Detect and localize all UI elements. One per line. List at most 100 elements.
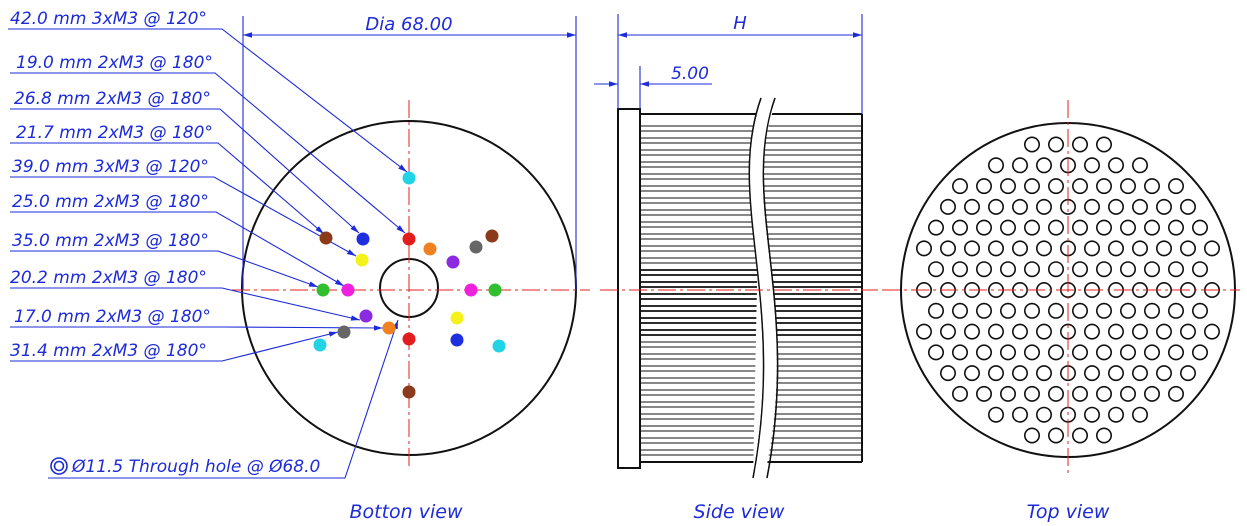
pin-hole <box>1011 365 1028 382</box>
hole-magenta <box>464 283 478 297</box>
top-view: Top view <box>882 100 1240 523</box>
pin-hole <box>975 302 992 319</box>
pin-hole <box>939 365 956 382</box>
pin-hole <box>1144 219 1161 236</box>
pin-hole <box>987 198 1004 215</box>
callout-6: 25.0 mm 2xM3 @ 180° <box>12 192 209 212</box>
concentric-symbol-icon <box>50 457 68 475</box>
pin-hole <box>987 406 1004 423</box>
pin-hole <box>1096 385 1113 402</box>
pin-hole <box>1084 365 1101 382</box>
top-view-caption: Top view <box>1027 501 1110 523</box>
pin-hole <box>1048 219 1065 236</box>
pin-hole <box>1168 302 1185 319</box>
pin-hole <box>1036 198 1053 215</box>
pin-hole <box>915 323 932 340</box>
callout-1: 42.0 mm 3xM3 @ 120° <box>10 9 207 29</box>
pin-hole <box>1036 365 1053 382</box>
hole-brown <box>319 231 333 245</box>
side-view-caption: Side view <box>694 501 785 523</box>
hole-blue <box>450 333 464 347</box>
base-label: 5.00 <box>671 64 709 84</box>
pin-hole <box>1072 385 1089 402</box>
pin-hole <box>999 302 1016 319</box>
pin-hole <box>1011 406 1028 423</box>
pin-hole <box>1096 427 1113 444</box>
pin-hole <box>1084 240 1101 257</box>
pin-hole <box>1108 198 1125 215</box>
pin-hole <box>963 323 980 340</box>
hole-green <box>316 283 330 297</box>
hole-magenta <box>341 283 355 297</box>
bottom-view-caption: Botton view <box>349 501 462 523</box>
hole-gray <box>469 240 483 254</box>
pin-hole <box>1132 198 1149 215</box>
leader-9 <box>10 325 384 331</box>
leader-2 <box>10 72 406 234</box>
pin-hole <box>1096 219 1113 236</box>
pin-hole <box>1120 302 1137 319</box>
callout-2: 19.0 mm 2xM3 @ 180° <box>16 53 213 73</box>
pin-hole <box>1204 240 1221 257</box>
pin-hole <box>1132 365 1149 382</box>
pin-hole <box>1096 344 1113 361</box>
pin-hole <box>987 365 1004 382</box>
pin-hole <box>1011 157 1028 174</box>
pin-hole <box>1168 344 1185 361</box>
pin-hole <box>1120 219 1137 236</box>
hole-cyan <box>313 338 327 352</box>
pin-hole <box>927 302 944 319</box>
hole-gray <box>337 325 351 339</box>
pin-hole <box>1048 261 1065 278</box>
hole-purple <box>446 255 460 269</box>
pin-hole <box>1011 240 1028 257</box>
side-fins <box>640 125 862 456</box>
pin-hole <box>1120 178 1137 195</box>
pin-hole <box>1024 261 1041 278</box>
leader-7 <box>10 250 319 288</box>
pin-hole <box>1048 136 1065 153</box>
pin-hole <box>1156 198 1173 215</box>
pin-hole <box>987 240 1004 257</box>
pin-hole <box>1024 385 1041 402</box>
pin-hole <box>927 261 944 278</box>
pin-hole <box>1132 157 1149 174</box>
hole-brown <box>485 229 499 243</box>
pin-hole <box>951 178 968 195</box>
pin-hole <box>999 344 1016 361</box>
pin-hole <box>1011 198 1028 215</box>
pin-hole <box>1024 219 1041 236</box>
pin-hole <box>951 344 968 361</box>
pin-hole <box>1084 157 1101 174</box>
pin-hole <box>1144 344 1161 361</box>
pin-hole <box>1156 323 1173 340</box>
pin-hole <box>1180 240 1197 257</box>
pin-hole <box>1108 240 1125 257</box>
pin-hole <box>1036 406 1053 423</box>
hole-cyan <box>402 171 416 185</box>
pin-hole <box>963 198 980 215</box>
bottom-view: Dia 68.00 42.0 mm 3xM3 @ 120° 19.0 mm 2x… <box>8 9 590 523</box>
pin-hole <box>1168 261 1185 278</box>
pin-hole <box>1108 157 1125 174</box>
pin-hole <box>1024 302 1041 319</box>
pin-hole <box>1048 302 1065 319</box>
pin-hole <box>1120 261 1137 278</box>
hole-cyan <box>492 339 506 353</box>
pin-hole <box>975 178 992 195</box>
pin-hole <box>975 344 992 361</box>
pin-hole <box>1084 323 1101 340</box>
pin-hole <box>1036 240 1053 257</box>
pin-hole <box>999 219 1016 236</box>
pin-hole <box>1144 261 1161 278</box>
pin-hole <box>1132 323 1149 340</box>
h-label: H <box>733 13 747 34</box>
pin-hole <box>1024 427 1041 444</box>
pin-hole <box>1072 344 1089 361</box>
pin-hole <box>1072 136 1089 153</box>
pin-hole <box>1011 323 1028 340</box>
callout-8: 20.2 mm 2xM3 @ 180° <box>10 268 207 288</box>
hole-orange <box>382 321 396 335</box>
pin-hole <box>1168 385 1185 402</box>
